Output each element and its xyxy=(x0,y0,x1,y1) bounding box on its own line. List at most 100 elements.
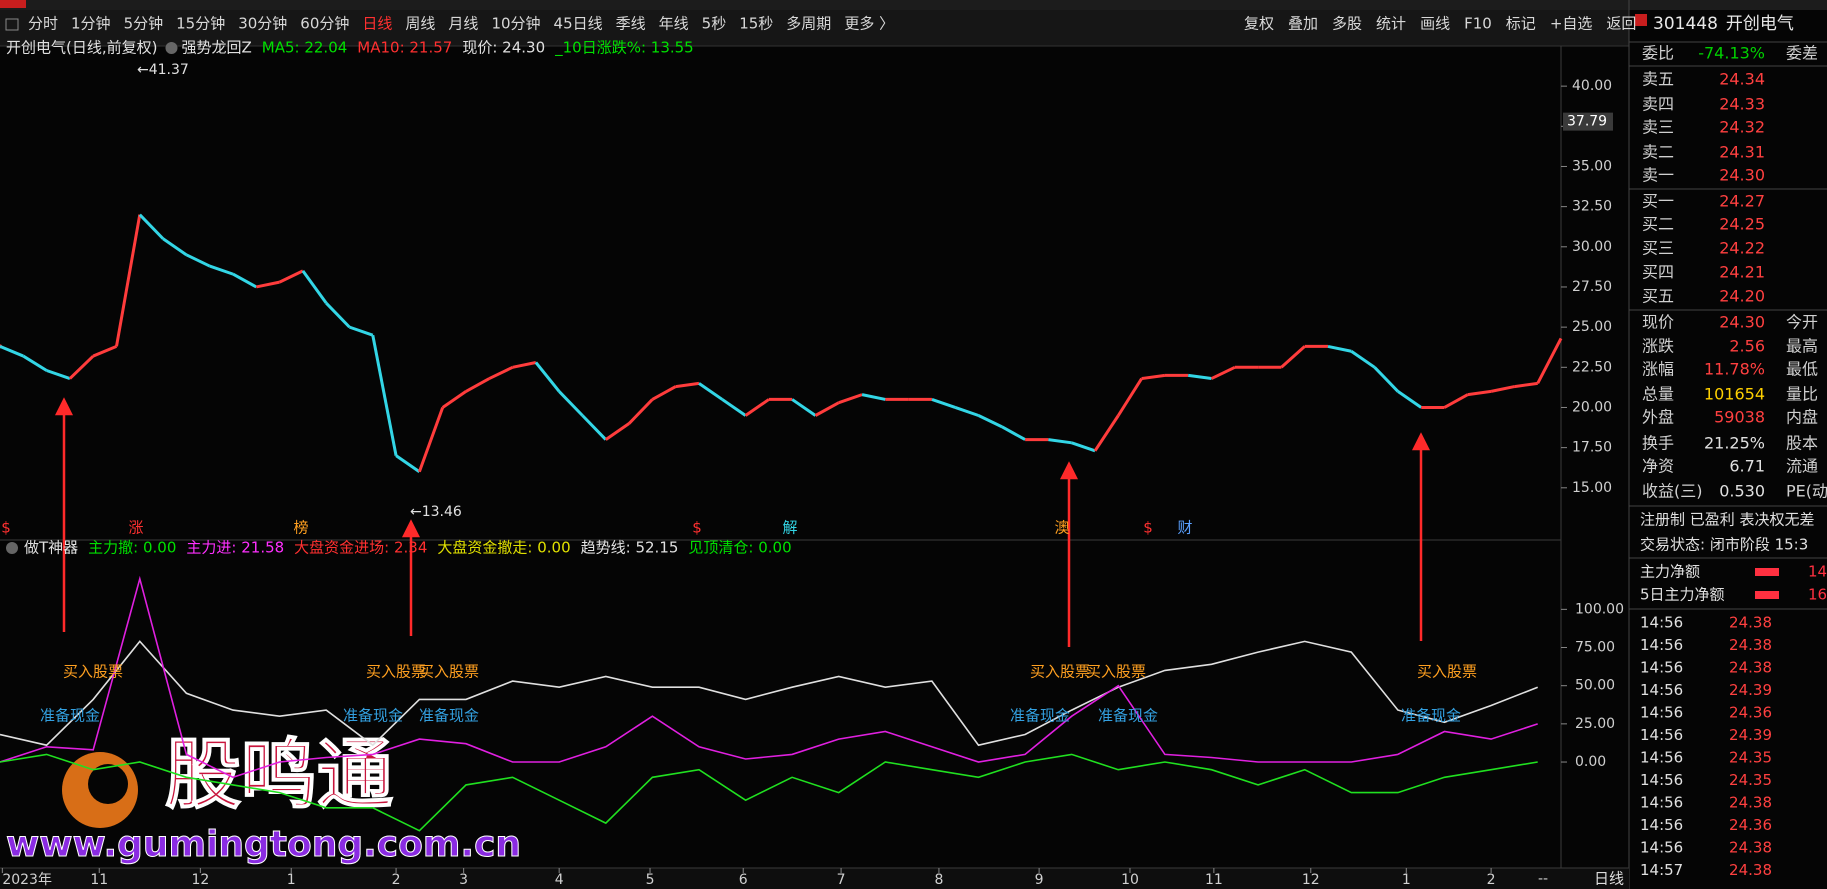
price-segment xyxy=(791,398,817,417)
price-segment xyxy=(1093,414,1120,452)
period-tab[interactable]: 10分钟 xyxy=(491,15,540,33)
book-price: 24.31 xyxy=(1719,143,1765,162)
period-tab[interactable]: 年线 xyxy=(659,15,689,33)
event-signal[interactable]: 财 xyxy=(1177,519,1192,537)
book-price: 24.30 xyxy=(1719,166,1765,185)
x-tick-label: 11 xyxy=(1205,872,1223,888)
cash-signal: 准备现金 xyxy=(419,707,479,725)
period-tab[interactable]: 多周期 xyxy=(786,15,831,33)
period-tab[interactable]: 更多 〉 xyxy=(844,15,894,33)
y-tick-label: 50.00 xyxy=(1575,678,1615,694)
quote-label: 股本 xyxy=(1786,434,1818,453)
quote-value: 59038 xyxy=(1714,408,1765,427)
book-label: 卖二 xyxy=(1642,143,1674,162)
tool-button[interactable]: 返回 xyxy=(1606,15,1636,33)
more-button[interactable]: -- xyxy=(1538,871,1548,887)
tool-button[interactable]: 多股 xyxy=(1332,15,1362,33)
x-axis-bar xyxy=(0,868,1629,889)
fund-bar xyxy=(1755,568,1779,576)
tick-price: 24.38 xyxy=(1729,839,1772,857)
x-tick-label: 2 xyxy=(1487,872,1496,888)
book-price: 24.25 xyxy=(1719,215,1765,234)
event-signal[interactable]: $ xyxy=(692,519,702,537)
book-label: 买四 xyxy=(1642,263,1674,282)
period-tab[interactable]: 日线 xyxy=(362,15,392,33)
period-tab[interactable]: 15秒 xyxy=(739,15,773,33)
quote-label: 最低 xyxy=(1786,360,1818,379)
arrow-head xyxy=(54,397,74,416)
indicator-name: 强势龙回Z xyxy=(181,39,251,57)
tick-price: 24.39 xyxy=(1729,681,1772,699)
cash-signal: 准备现金 xyxy=(1401,707,1461,725)
arrow-head xyxy=(1411,432,1431,451)
tick-time: 14:56 xyxy=(1640,749,1683,767)
event-signal[interactable]: 解 xyxy=(782,519,797,537)
tool-button[interactable]: 标记 xyxy=(1506,15,1536,33)
price-segment xyxy=(838,393,863,405)
event-signal[interactable]: $ xyxy=(1143,519,1153,537)
book-label: 买三 xyxy=(1642,239,1674,258)
quote-value: 101654 xyxy=(1704,385,1765,404)
tool-button[interactable]: F10 xyxy=(1464,15,1492,33)
price-segment xyxy=(627,398,654,425)
tick-price: 24.38 xyxy=(1729,614,1772,632)
period-tab[interactable]: 分时 xyxy=(28,15,58,33)
buy-signal: 买入股票 xyxy=(63,663,123,681)
x-tick-label: 12 xyxy=(191,872,209,888)
tool-button[interactable]: 统计 xyxy=(1376,15,1406,33)
price-segment xyxy=(1071,441,1096,453)
price-segment xyxy=(651,385,677,401)
quote-label: 现价 xyxy=(1642,313,1674,332)
event-signal[interactable]: 涨 xyxy=(128,519,143,537)
period-tab[interactable]: 30分钟 xyxy=(238,15,287,33)
period-tab[interactable]: 60分钟 xyxy=(300,15,349,33)
x-tick-label: 4 xyxy=(555,872,564,888)
period-tab[interactable]: 5分钟 xyxy=(124,15,164,33)
period-tab[interactable]: 季线 xyxy=(616,15,646,33)
book-label: 卖三 xyxy=(1642,118,1674,137)
tick-price: 24.38 xyxy=(1729,861,1772,879)
period-tab[interactable]: 45日线 xyxy=(554,15,603,33)
event-signal[interactable]: 榜 xyxy=(293,519,308,537)
period-tab[interactable]: 5秒 xyxy=(702,15,727,33)
price-segment xyxy=(417,406,445,473)
stock-tags: 注册制 已盈利 表决权无差 xyxy=(1640,511,1815,529)
period-tab[interactable]: 月线 xyxy=(448,15,478,33)
fund-value: 14 xyxy=(1808,563,1827,581)
buy-signal: 买入股票 xyxy=(1086,663,1146,681)
book-price: 24.34 xyxy=(1719,70,1765,89)
y-tick-label: 32.50 xyxy=(1572,199,1612,215)
price-segment xyxy=(1117,377,1143,417)
quote-label: 收益(三) xyxy=(1642,482,1703,501)
price-segment xyxy=(558,390,584,417)
period-tab[interactable]: 1分钟 xyxy=(71,15,111,33)
tool-button[interactable]: 叠加 xyxy=(1288,15,1318,33)
period-button[interactable]: 日线 xyxy=(1594,870,1624,888)
price-segment xyxy=(1048,438,1072,445)
price-segment xyxy=(22,354,48,372)
tool-button[interactable]: 画线 xyxy=(1420,15,1450,33)
book-price: 24.27 xyxy=(1719,192,1765,211)
price-segment xyxy=(348,325,374,337)
price-segment xyxy=(1001,425,1026,441)
price-segment xyxy=(46,369,71,380)
event-signal[interactable]: 澳 xyxy=(1054,519,1069,537)
tool-button[interactable]: 复权 xyxy=(1244,15,1274,33)
buy-signal: 买入股票 xyxy=(1417,663,1477,681)
tool-button[interactable]: +自选 xyxy=(1550,15,1593,33)
book-price: 24.21 xyxy=(1719,263,1765,282)
y-tick-label: 22.50 xyxy=(1572,359,1612,375)
price-segment xyxy=(1514,381,1538,389)
buy-signal: 买入股票 xyxy=(1030,663,1090,681)
price-segment xyxy=(1397,390,1423,409)
legend-item: 主力撤: 0.00 xyxy=(88,539,176,557)
price-segment xyxy=(115,214,142,347)
price-segment xyxy=(1350,349,1376,369)
period-tab[interactable]: 15分钟 xyxy=(176,15,225,33)
quote-value: 0.530 xyxy=(1719,482,1765,501)
cash-signal: 准备现金 xyxy=(40,707,100,725)
event-signal[interactable]: $ xyxy=(1,519,11,537)
period-tab[interactable]: 周线 xyxy=(405,15,435,33)
price-segment xyxy=(209,264,234,276)
